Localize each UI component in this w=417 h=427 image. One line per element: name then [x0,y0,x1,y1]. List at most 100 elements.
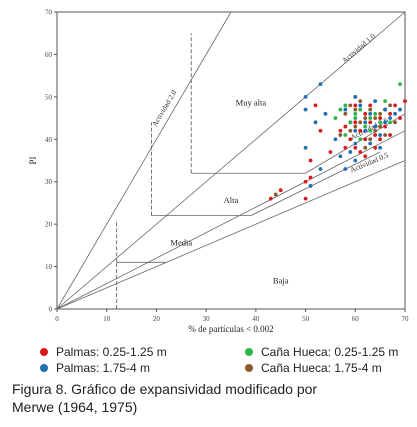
data-point [273,192,278,197]
data-point [373,116,378,120]
y-tick-label: 60 [45,51,53,59]
data-point [313,120,318,125]
data-point [383,107,388,112]
data-point [363,111,368,116]
data-point [318,82,323,87]
data-point [378,116,383,120]
data-point [353,103,358,108]
data-point [268,196,273,201]
data-point [358,107,363,112]
legend-label: Caña Hueca: 0.25-1.25 m [261,345,399,359]
data-point [383,99,388,103]
data-point [398,82,402,87]
data-point [373,111,378,116]
data-point [343,145,348,150]
data-point [378,133,383,137]
expansivity-chart: 0 10 20 30 40 50 60 70 0 10 20 30 40 50 60 70 % de partí… [28,9,410,335]
activity-line [56,11,406,310]
data-point [323,111,328,116]
data-point [393,120,397,125]
data-point [333,137,338,142]
data-point [383,120,388,125]
data-point [383,124,388,129]
data-point [388,116,392,120]
data-point [343,167,348,171]
y-tick-label: 50 [45,93,53,101]
x-tick-label: 30 [203,315,211,323]
caption-line-2: Merwe (1964, 1975) [12,399,138,415]
data-point [368,128,373,133]
data-point [343,133,348,137]
data-point [358,120,363,125]
data-point [318,128,323,133]
data-point [353,94,358,99]
data-point [358,128,363,133]
data-point [353,128,358,133]
data-point [363,128,368,133]
data-point [378,145,383,150]
data-point [353,107,358,112]
data-point [303,179,308,184]
legend-swatch-red [40,348,48,356]
zone-boundary [250,151,381,217]
y-tick-label: 30 [45,178,53,186]
region-label: Muy alta [236,97,267,107]
data-point [308,184,313,188]
data-point [353,120,358,125]
data-point [368,107,373,112]
data-point [333,116,338,120]
legend-item-cana-deep: Caña Hueca: 1.75-4 m [245,361,382,375]
data-point [378,137,383,142]
region-label: Baja [273,276,289,286]
data-point [348,120,353,125]
data-point [353,111,358,116]
y-tick-label: 10 [45,263,53,271]
data-point [388,103,392,108]
data-point [368,141,373,146]
data-point [328,150,333,154]
data-point [338,154,343,159]
data-point [343,107,348,112]
data-point [358,99,363,103]
data-point [353,124,358,129]
data-point [388,133,392,137]
data-point [338,107,343,112]
region-label: Media [170,237,192,247]
y-axis-label: PI [28,156,38,164]
caption-line-1: Figura 8. Gráfico de expansividad modifi… [12,381,318,397]
y-tick-label: 40 [45,136,53,144]
legend-label: Palmas: 0.25-1.25 m [56,345,167,359]
data-point [303,196,308,201]
data-point [348,137,353,142]
data-point [338,133,343,137]
data-point [358,103,363,108]
data-point [353,145,358,150]
chart-legend: Palmas: 0.25-1.25 m Palmas: 1.75-4 m Cañ… [40,341,415,377]
data-point [353,158,358,163]
data-point [353,141,358,146]
y-tick-label: 0 [49,306,53,314]
data-point [303,145,308,150]
data-point [363,145,368,150]
data-point [278,188,283,193]
data-point [303,107,308,112]
data-point [308,158,313,163]
data-point [388,120,392,125]
data-point [398,116,402,120]
legend-item-palmas-shallow: Palmas: 0.25-1.25 m [40,345,167,359]
x-tick-label: 70 [402,315,410,323]
x-tick-label: 50 [302,315,310,323]
data-point [363,137,368,142]
figure-caption: Figura 8. Gráfico de expansividad modifi… [12,380,412,416]
data-point [348,128,353,133]
data-point [343,124,348,129]
y-tick-label: 70 [45,9,53,17]
data-point [338,128,343,133]
data-point [368,111,373,116]
data-point [403,99,407,103]
legend-swatch-brown [245,364,253,372]
region-label: Alta [224,195,239,205]
y-tick-label: 20 [45,221,53,229]
data-point [363,116,368,120]
data-point [353,116,358,120]
